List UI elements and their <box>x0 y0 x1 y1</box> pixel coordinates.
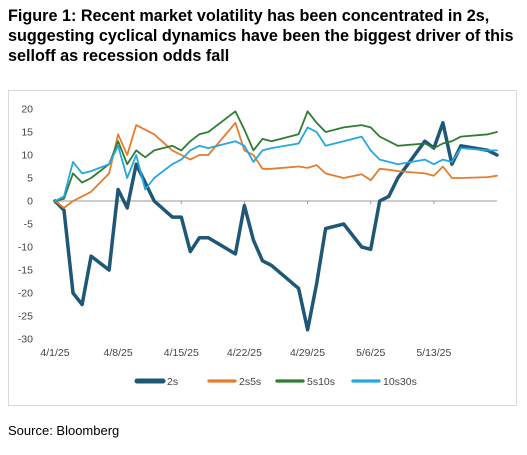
y-tick-label: 5 <box>27 173 33 185</box>
y-tick-label: 20 <box>21 104 33 116</box>
series-line-2s <box>53 121 499 332</box>
y-tick-label: 10 <box>21 150 33 162</box>
line-chart: -30 -25 -20 -15 -10 -5 0 5 10 15 20 4/1/25 4/8/25 4/1… <box>18 104 499 388</box>
y-tick-label: -20 <box>18 288 33 300</box>
legend-label-10s30s: 10s30s <box>383 376 417 388</box>
x-tick-label: 4/29/25 <box>290 347 325 359</box>
series-lines <box>53 110 499 332</box>
y-tick-label: -10 <box>18 242 33 254</box>
axes: -30 -25 -20 -15 -10 -5 0 5 10 15 20 4/1/25 4/8/25 4/1… <box>18 104 497 359</box>
y-tick-label: -30 <box>18 334 33 346</box>
legend-label-2s5s: 2s5s <box>239 376 261 388</box>
x-tick-label: 4/1/25 <box>40 347 69 359</box>
y-tick-label: 0 <box>27 196 33 208</box>
series-line-10s30s <box>54 126 498 202</box>
y-tick-label: -25 <box>18 311 33 323</box>
y-tick-label: 15 <box>21 127 33 139</box>
series-line-5s10s <box>54 110 498 202</box>
x-tick-label: 4/15/25 <box>164 347 199 359</box>
legend-label-5s10s: 5s10s <box>307 376 335 388</box>
y-tick-label: -5 <box>24 219 33 231</box>
y-tick-label: -15 <box>18 265 33 277</box>
figure-title: Figure 1: Recent market volatility has b… <box>8 7 514 65</box>
x-tick-label: 4/22/25 <box>227 347 262 359</box>
chart-area: -30 -25 -20 -15 -10 -5 0 5 10 15 20 4/1/25 4/8/25 4/1… <box>8 90 517 406</box>
x-tick-label: 4/8/25 <box>104 347 133 359</box>
legend: 2s 2s5s 5s10s 10s30s <box>134 376 417 388</box>
source-note: Source: Bloomberg <box>8 423 120 438</box>
x-tick-label: 5/6/25 <box>356 347 385 359</box>
x-tick-label: 5/13/25 <box>416 347 451 359</box>
series-line-2s5s <box>54 121 498 209</box>
legend-label-2s: 2s <box>167 376 178 388</box>
